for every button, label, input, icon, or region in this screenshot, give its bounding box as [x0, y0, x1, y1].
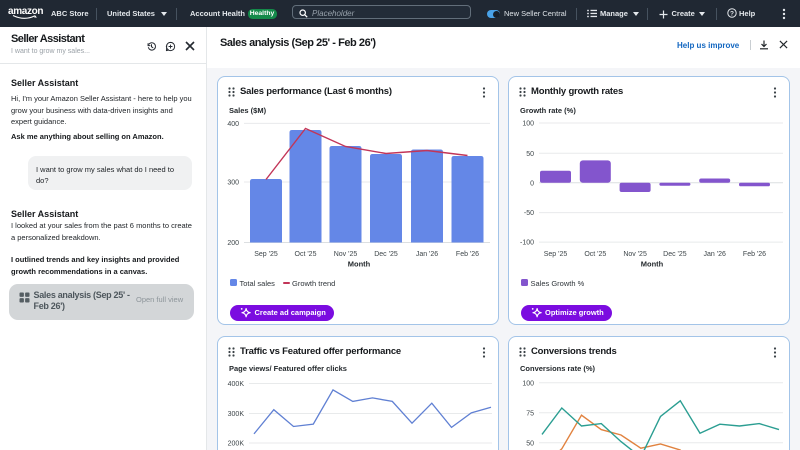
svg-text:100: 100 — [522, 121, 534, 128]
svg-text:400K: 400K — [228, 381, 245, 388]
svg-text:Jan '26: Jan '26 — [416, 251, 438, 258]
svg-text:200: 200 — [227, 240, 239, 247]
svg-text:Dec '25: Dec '25 — [374, 251, 398, 258]
svg-text:50: 50 — [526, 151, 534, 158]
svg-text:amazon: amazon — [8, 6, 43, 17]
svg-text:300K: 300K — [228, 411, 245, 418]
svg-text:Feb '26: Feb '26 — [456, 251, 479, 258]
svg-text:200K: 200K — [228, 441, 245, 448]
svg-text:100: 100 — [522, 380, 534, 387]
svg-text:Feb '26: Feb '26 — [743, 251, 766, 258]
svg-text:Month: Month — [348, 260, 371, 269]
svg-text:0: 0 — [530, 180, 534, 187]
svg-text:Month: Month — [641, 260, 664, 269]
svg-text:-100: -100 — [520, 240, 534, 247]
svg-text:75: 75 — [526, 410, 534, 417]
svg-text:50: 50 — [526, 440, 534, 447]
svg-text:300: 300 — [227, 180, 239, 187]
svg-text:Sep '25: Sep '25 — [544, 251, 568, 258]
svg-text:Jan '26: Jan '26 — [704, 251, 726, 258]
svg-text:-50: -50 — [524, 210, 534, 217]
svg-text:Sep '25: Sep '25 — [254, 251, 278, 258]
svg-text:Nov '25: Nov '25 — [623, 251, 647, 258]
svg-text:Dec '25: Dec '25 — [663, 251, 687, 258]
svg-text:Oct '25: Oct '25 — [295, 251, 317, 258]
svg-text:Nov '25: Nov '25 — [334, 251, 358, 258]
svg-text:400: 400 — [227, 121, 239, 128]
svg-text:?: ? — [730, 10, 734, 17]
svg-text:Oct '25: Oct '25 — [584, 251, 606, 258]
